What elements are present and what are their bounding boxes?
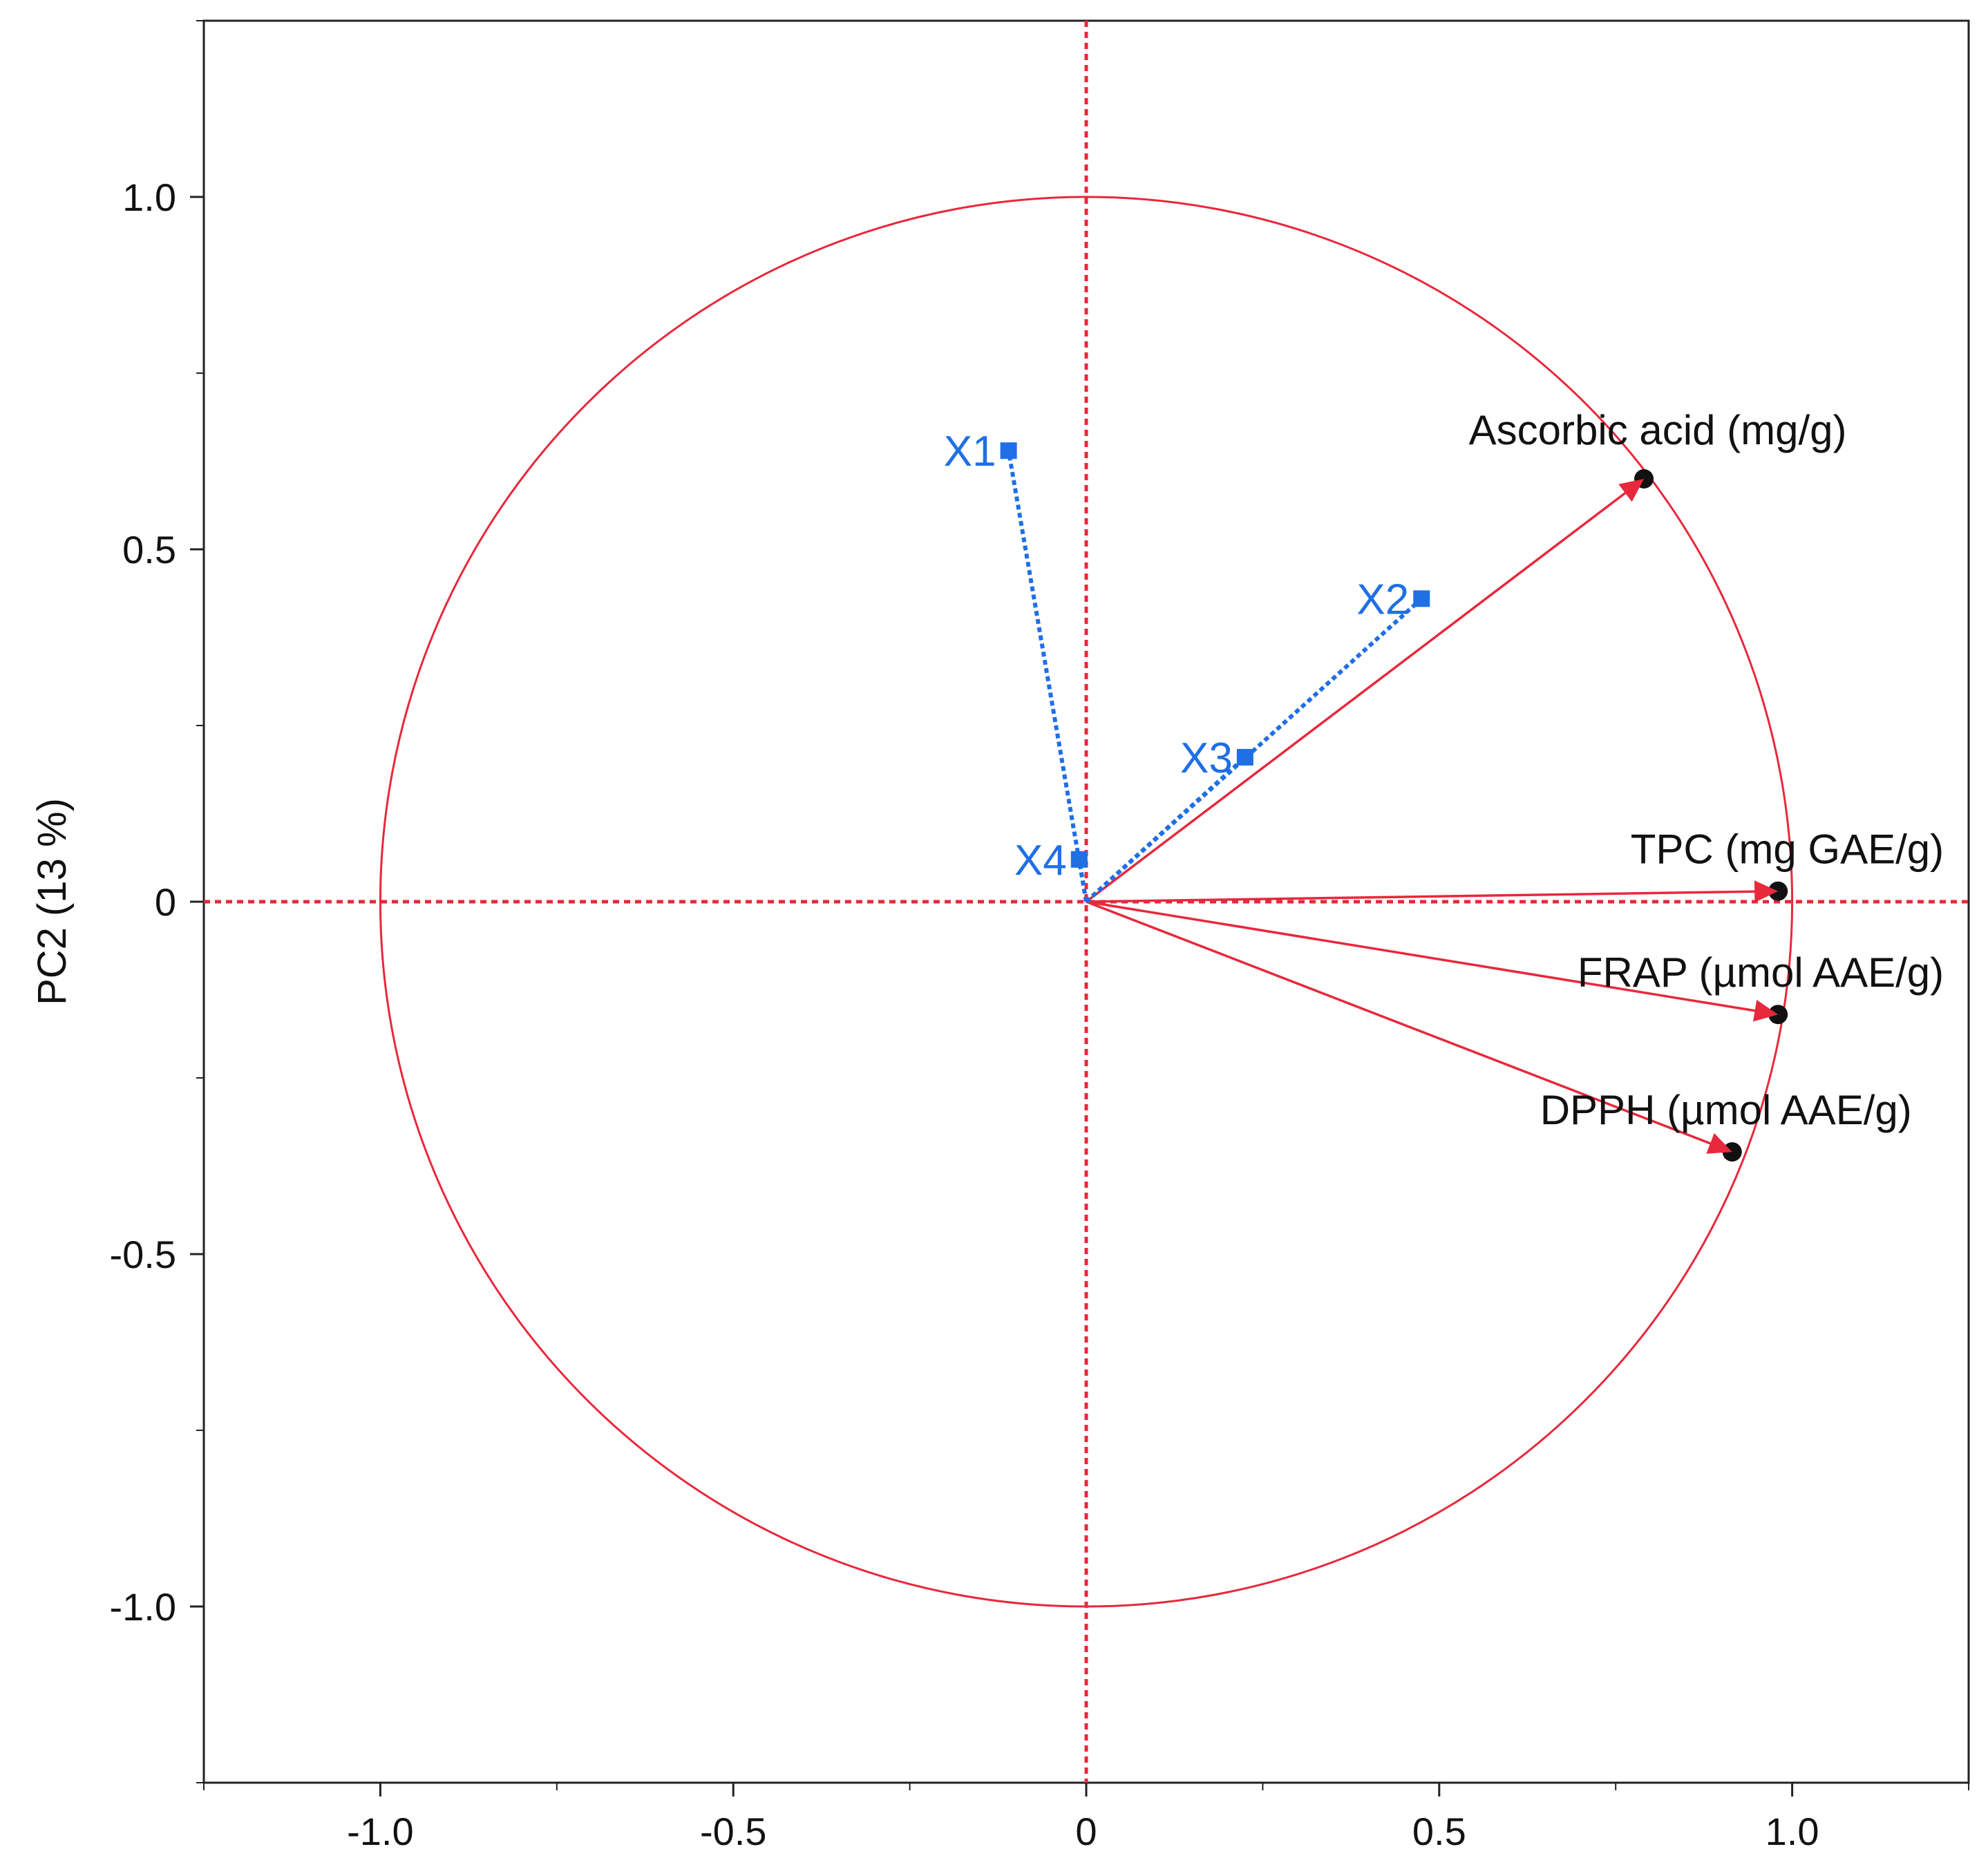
axes: -1.0 -0.5 0 0.5 1.0 -1.0 -0.5 0 0.5 1.0	[110, 20, 1969, 1853]
response-vector-line	[1086, 900, 1733, 1153]
x-tick-label: 0.5	[1412, 1810, 1466, 1853]
response-vector-line	[1085, 477, 1645, 903]
response-arrowhead	[1753, 999, 1779, 1022]
response-vector-line	[1086, 900, 1779, 1016]
response-vector	[1086, 900, 1742, 1162]
factor-label: X2	[1356, 576, 1409, 623]
factor-label: X1	[944, 428, 996, 475]
y-axis-title: PC2 (13 %)	[30, 798, 75, 1005]
x-tick-label: -0.5	[700, 1810, 767, 1853]
y-tick-label: -0.5	[110, 1233, 177, 1276]
factor-point-marker	[1070, 851, 1088, 868]
response-label: DPPH (µmol AAE/g)	[1540, 1087, 1912, 1133]
x-tick-label: -1.0	[347, 1810, 414, 1853]
reference-lines	[204, 21, 1969, 1783]
response-vector	[1086, 880, 1788, 903]
factor-vector	[1084, 748, 1253, 904]
response-vector	[1086, 900, 1788, 1025]
y-tick-label: 0	[155, 880, 176, 924]
series-layer: Ascorbic acid (mg/g) TPC (mg GAE/g) FRAP (…	[944, 407, 1944, 1162]
x-tick-label: 0	[1075, 1810, 1097, 1853]
factor-point-marker	[1236, 748, 1253, 766]
response-arrowhead	[1706, 1132, 1732, 1154]
factor-point-marker	[1413, 590, 1430, 607]
factor-vector-line	[1084, 755, 1247, 904]
factor-vector	[1070, 851, 1088, 902]
factor-vector	[1000, 442, 1088, 902]
response-arrowhead	[1754, 880, 1779, 903]
factor-label: X3	[1180, 735, 1233, 782]
y-tick-label: 1.0	[122, 176, 176, 219]
factor-point-marker	[1000, 442, 1017, 459]
response-label: TPC (mg GAE/g)	[1631, 826, 1944, 873]
response-label: Ascorbic acid (mg/g)	[1469, 407, 1847, 453]
response-vector-line	[1086, 889, 1779, 903]
factor-label: X4	[1014, 837, 1067, 884]
x-tick-label: 1.0	[1765, 1810, 1819, 1853]
y-tick-label: -1.0	[110, 1585, 177, 1629]
response-arrowhead	[1618, 479, 1645, 502]
factor-vector-line	[1006, 450, 1088, 902]
y-tick-label: 0.5	[122, 528, 176, 571]
response-label: FRAP (µmol AAE/g)	[1578, 949, 1944, 996]
response-vector	[1085, 469, 1654, 903]
